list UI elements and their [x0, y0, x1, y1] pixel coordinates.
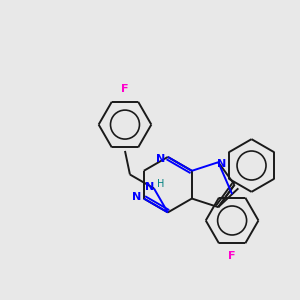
Text: H: H — [157, 179, 165, 189]
Text: N: N — [156, 154, 166, 164]
Text: F: F — [121, 84, 129, 94]
Text: N: N — [146, 182, 154, 192]
Text: N: N — [132, 192, 142, 202]
Text: N: N — [217, 159, 226, 169]
Text: F: F — [228, 251, 236, 261]
